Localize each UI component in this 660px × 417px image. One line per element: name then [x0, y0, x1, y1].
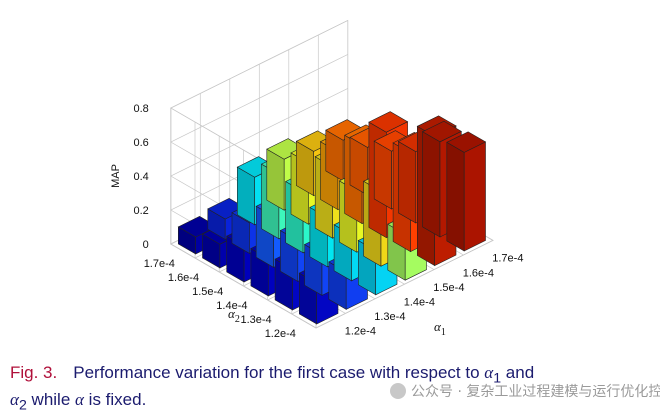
caption-symbol-2: α	[10, 390, 19, 410]
z-tick-label: 0.6	[134, 137, 149, 149]
z-axis-label: MAP	[110, 164, 122, 188]
bar-top-face	[368, 111, 409, 133]
bar3d-chart: 0 0.2 0.4 0.6 0.8 MAP 1.2e-4 1.3e-4 1.4e-4 1.5e-4…	[110, 19, 524, 340]
wechat-icon	[390, 383, 406, 399]
y-tick-label: 1.3e-4	[240, 314, 271, 326]
figure-caption: Fig. 3. Performance variation for the fir…	[10, 362, 655, 417]
caption-text-3: while	[26, 390, 75, 410]
x-tick-label: 1.7e-4	[492, 253, 523, 265]
bar-top-face	[421, 120, 462, 143]
x-tick-label: 1.4e-4	[404, 297, 435, 309]
y-axis-label: α2	[228, 306, 240, 325]
x-tick-label: 1.2e-4	[345, 326, 376, 338]
caption-text-1: Performance variation for the first case…	[73, 363, 485, 382]
chart-labels: 0 0.2 0.4 0.6 0.8 MAP 1.2e-4 1.3e-4 1.4e-4 1.5e-4…	[110, 103, 524, 340]
bar-side-face	[422, 131, 441, 238]
x-tick-label: 1.5e-4	[433, 282, 464, 294]
bar-top-face	[446, 131, 487, 153]
x-axis-label: α1	[434, 319, 446, 338]
bar-side-face	[373, 140, 392, 210]
y-tick-label: 1.4e-4	[216, 300, 247, 312]
caption-text-2: and	[501, 363, 535, 382]
caption-fig-number: Fig. 3.	[10, 363, 58, 382]
bar-side-face	[266, 148, 285, 211]
z-tick-label: 0.4	[134, 171, 149, 183]
z-tick-label: 0.2	[134, 205, 149, 217]
bar-side-face	[446, 141, 465, 252]
x-tick-label: 1.6e-4	[463, 267, 494, 279]
bar	[446, 131, 487, 252]
y-tick-label: 1.2e-4	[265, 328, 296, 340]
caption-symbol-1: α	[484, 363, 494, 382]
caption-subscript-2: 2	[18, 397, 27, 414]
bar-front-face	[463, 141, 486, 252]
caption-text-4: is fixed.	[83, 390, 147, 410]
bars	[177, 111, 487, 325]
y-tick-label: 1.5e-4	[192, 286, 223, 298]
z-tick-label: 0.8	[134, 103, 149, 115]
y-tick-label: 1.7e-4	[144, 258, 175, 270]
x-tick-label: 1.3e-4	[374, 311, 405, 323]
z-tick-label: 0	[143, 239, 149, 251]
watermark: 公众号 · 复杂工业过程建模与运行优化控制	[390, 381, 660, 401]
bar-side-face	[398, 140, 417, 224]
caption-symbol-3: α	[75, 390, 84, 410]
floor-grid-line	[315, 240, 494, 329]
watermark-text: 公众号 · 复杂工业过程建模与运行优化控制	[411, 384, 660, 400]
y-tick-label: 1.6e-4	[168, 272, 199, 284]
caption-subscript-1: 1	[493, 370, 502, 387]
